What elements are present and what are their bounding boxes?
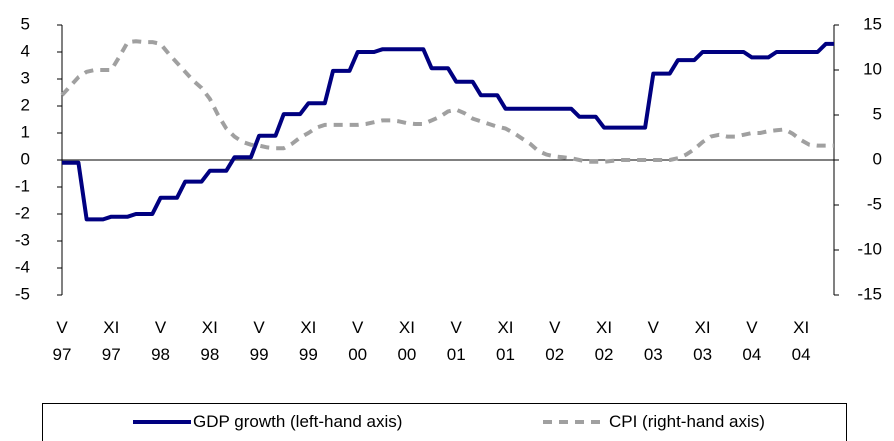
x-tick-label: XI 01 xyxy=(496,318,515,364)
y-tick-label: -1 xyxy=(15,176,30,195)
x-tick-label: V 99 xyxy=(249,318,269,364)
series-line xyxy=(62,41,834,222)
y2-tick-label: 15 xyxy=(863,14,882,33)
y-tick-label: 5 xyxy=(21,14,30,33)
x-tick-label: XI 97 xyxy=(101,318,121,364)
x-tick-label: XI 03 xyxy=(693,318,713,364)
y2-tick-label: -10 xyxy=(857,239,882,258)
x-tick-label: V 00 xyxy=(348,318,368,364)
y2-tick-label: 5 xyxy=(873,104,882,123)
x-tick-label: V 04 xyxy=(742,318,762,364)
y2-tick-label: 0 xyxy=(873,149,882,168)
y-tick-label: 3 xyxy=(21,68,30,87)
series-line xyxy=(60,39,834,164)
x-tick-label: V 01 xyxy=(446,318,466,364)
y-tick-label: -5 xyxy=(15,284,30,303)
y2-tick-label: -5 xyxy=(867,194,882,213)
x-tick-label: V 98 xyxy=(151,318,170,364)
x-tick-label: V 97 xyxy=(52,318,72,364)
x-tick-label: XI 00 xyxy=(397,318,417,364)
legend-swatches xyxy=(133,420,603,424)
x-tick-label: XI 04 xyxy=(791,318,811,364)
y-tick-label: 4 xyxy=(21,41,30,60)
y2-tick-label: 10 xyxy=(863,59,882,78)
x-tick-label: V 02 xyxy=(545,318,565,364)
y-tick-label: 2 xyxy=(21,95,30,114)
legend-label: GDP growth (left-hand axis) xyxy=(193,412,403,431)
y-tick-label: -4 xyxy=(15,257,30,276)
legend-label: CPI (right-hand axis) xyxy=(609,412,765,431)
y-tick-label: -2 xyxy=(15,203,30,222)
legend: GDP growth (left-hand axis) CPI (right-h… xyxy=(42,403,847,441)
y-tick-label: -3 xyxy=(15,230,30,249)
y2-tick-label: -15 xyxy=(857,284,882,303)
x-tick-label: XI 02 xyxy=(594,318,614,364)
x-tick-label: V 03 xyxy=(643,318,663,364)
x-tick-label: XI 99 xyxy=(298,318,318,364)
x-tick-label: XI 98 xyxy=(200,318,220,364)
y-tick-label: 0 xyxy=(21,149,30,168)
y-tick-label: 1 xyxy=(21,122,30,141)
